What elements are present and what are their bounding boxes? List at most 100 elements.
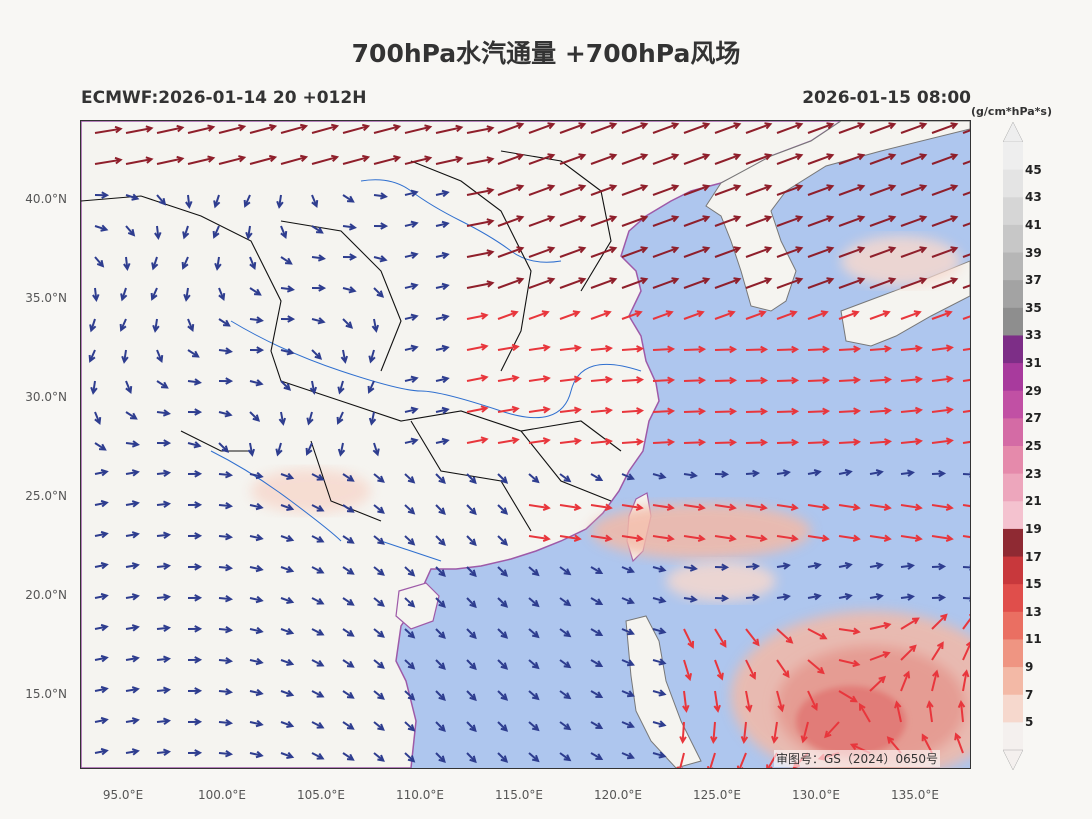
wind-arrow bbox=[342, 504, 355, 513]
wind-arrow bbox=[962, 160, 970, 165]
wind-arrow bbox=[931, 613, 948, 630]
wind-arrow bbox=[652, 596, 667, 604]
wind-arrow bbox=[373, 628, 385, 638]
wind-arrow bbox=[94, 224, 109, 232]
wind-arrow bbox=[590, 503, 613, 511]
wind-arrow bbox=[900, 469, 915, 477]
wind-arrow bbox=[187, 656, 203, 664]
wind-arrow bbox=[404, 437, 419, 445]
wind-arrow bbox=[280, 751, 295, 759]
wind-arrow bbox=[838, 310, 860, 320]
wind-arrow bbox=[621, 628, 635, 636]
wind-arrow bbox=[900, 406, 923, 415]
wind-arrow bbox=[187, 718, 203, 726]
wind-arrow bbox=[776, 469, 791, 477]
wind-arrow bbox=[838, 468, 853, 477]
wind-arrow bbox=[466, 312, 489, 320]
wind-arrow bbox=[185, 194, 193, 210]
rivers bbox=[210, 179, 642, 562]
wind-arrow bbox=[187, 441, 202, 449]
colorbar-bin bbox=[1003, 528, 1023, 558]
lat-label-35: 35.0°N bbox=[25, 291, 67, 305]
wind-arrow bbox=[249, 346, 265, 354]
wind-arrow bbox=[590, 184, 618, 196]
wind-arrow bbox=[278, 411, 287, 426]
wind-arrow bbox=[336, 411, 344, 425]
wind-arrow bbox=[187, 318, 195, 333]
wind-arrow bbox=[156, 380, 169, 389]
wind-arrow bbox=[404, 566, 416, 577]
wind-arrow bbox=[94, 747, 109, 756]
wind-arrow bbox=[218, 377, 234, 385]
weather-map[interactable] bbox=[80, 120, 971, 769]
colorbar-bin bbox=[1003, 252, 1023, 281]
wind-arrow bbox=[528, 752, 540, 763]
wind-arrow bbox=[466, 343, 489, 351]
wind-arrow bbox=[559, 375, 582, 383]
wind-arrow bbox=[404, 189, 419, 197]
wind-arrow bbox=[183, 287, 191, 302]
wind-arrow bbox=[150, 287, 158, 301]
wind-arrow bbox=[652, 565, 667, 573]
wind-arrow bbox=[275, 442, 283, 457]
wind-arrow bbox=[962, 535, 970, 539]
wind-arrow bbox=[838, 534, 861, 542]
wind-arrow bbox=[807, 503, 830, 511]
wind-arrow bbox=[590, 344, 613, 353]
wind-arrow bbox=[621, 721, 635, 729]
wind-arrow bbox=[931, 184, 959, 196]
colorbar-bin bbox=[1003, 363, 1023, 392]
wind-arrow bbox=[621, 122, 649, 134]
wind-arrow bbox=[652, 627, 667, 635]
wind-arrow bbox=[404, 659, 416, 670]
wind-arrow bbox=[683, 122, 711, 134]
hainan-land bbox=[395, 582, 440, 630]
wind-arrow bbox=[404, 406, 419, 414]
wind-arrow bbox=[776, 184, 804, 196]
wind-arrow bbox=[621, 690, 635, 698]
wind-arrow bbox=[119, 318, 127, 332]
wind-arrow bbox=[931, 215, 959, 227]
wind-arrow bbox=[559, 246, 587, 258]
wind-arrow bbox=[125, 562, 140, 570]
wind-arrow bbox=[280, 565, 295, 573]
wind-arrow bbox=[404, 282, 419, 290]
colorbar-tick-label: 9 bbox=[1025, 660, 1034, 675]
wind-arrow bbox=[900, 437, 923, 446]
wind-arrow bbox=[249, 379, 264, 387]
wind-arrow bbox=[94, 623, 109, 632]
wind-arrow bbox=[152, 318, 160, 333]
wind-arrow bbox=[621, 407, 645, 415]
colorbar-tick-label: 5 bbox=[1025, 715, 1034, 730]
wind-arrow bbox=[218, 532, 234, 541]
wind-arrow bbox=[342, 318, 354, 329]
wind-arrow bbox=[123, 256, 131, 272]
wind-arrow bbox=[311, 225, 324, 234]
lon-label-110: 110.0°E bbox=[396, 788, 444, 802]
wind-arrow bbox=[435, 437, 450, 446]
wind-arrow bbox=[311, 659, 325, 667]
wind-arrow bbox=[373, 597, 385, 607]
wind-arrow bbox=[435, 504, 446, 516]
wind-arrow bbox=[706, 752, 716, 768]
wind-arrow bbox=[342, 154, 371, 165]
wind-arrow bbox=[714, 277, 742, 289]
colorbar-tick-label: 35 bbox=[1025, 300, 1042, 315]
wind-arrow bbox=[213, 194, 221, 209]
wind-arrow bbox=[280, 658, 295, 666]
wind-arrow bbox=[311, 473, 325, 481]
wind-arrow bbox=[528, 375, 551, 383]
wind-arrow bbox=[900, 215, 928, 227]
wind-arrow bbox=[776, 345, 800, 354]
wind-arrow bbox=[528, 246, 556, 258]
colorbar-bin bbox=[1003, 694, 1023, 723]
wind-arrow bbox=[404, 690, 416, 701]
wind-arrow bbox=[435, 473, 446, 485]
wind-arrow bbox=[404, 375, 419, 383]
wind-arrow bbox=[931, 669, 940, 692]
wind-arrow bbox=[894, 700, 902, 723]
wind-arrow bbox=[528, 690, 540, 701]
wind-arrow bbox=[736, 752, 747, 768]
wind-arrow bbox=[652, 407, 676, 415]
colorbar-tick-label: 39 bbox=[1025, 245, 1042, 260]
